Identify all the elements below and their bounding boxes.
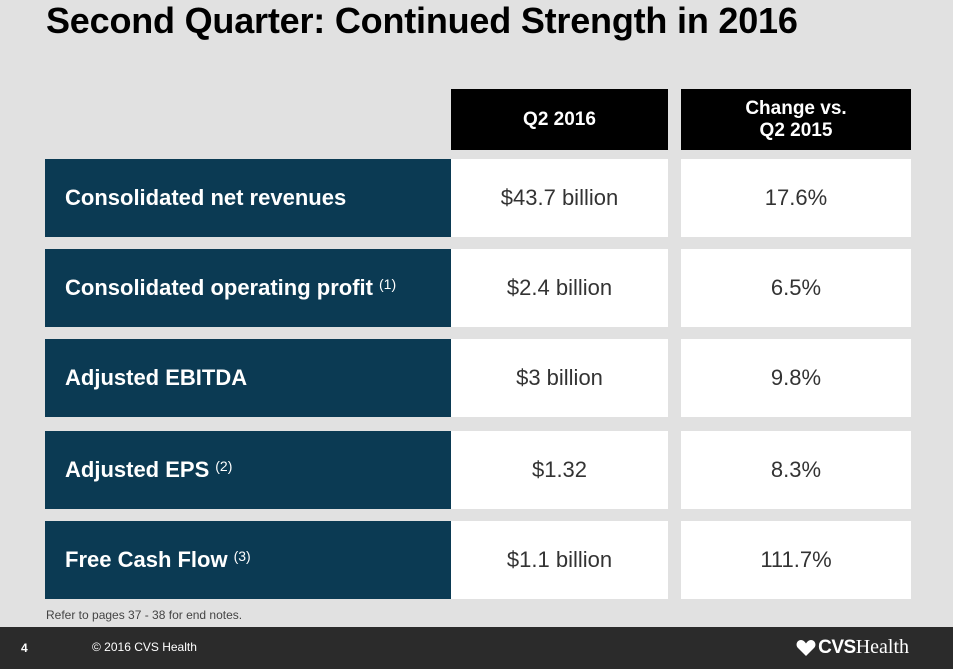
- logo-cvs-text: CVS: [818, 636, 856, 658]
- column-header-change-line2: Q2 2015: [759, 119, 833, 141]
- column-header-q2-label: Q2 2016: [523, 108, 596, 130]
- column-header-change-line1: Change vs.: [745, 97, 847, 119]
- page-number: 4: [21, 641, 28, 655]
- row-label: Adjusted EBITDA: [45, 339, 451, 417]
- row-label-text: Consolidated operating profit: [65, 275, 373, 300]
- row-label-text: Adjusted EBITDA: [65, 365, 248, 390]
- row-label: Free Cash Flow (3): [45, 521, 451, 599]
- row-label-text: Free Cash Flow: [65, 547, 228, 572]
- footnote-ref: (3): [233, 548, 251, 564]
- column-header-change: Change vs. Q2 2015: [681, 89, 911, 150]
- row-label: Adjusted EPS (2): [45, 431, 451, 509]
- row-value-q2: $1.1 billion: [451, 521, 668, 599]
- row-label-text: Consolidated net revenues: [65, 185, 347, 210]
- row-label-text: Adjusted EPS: [65, 457, 210, 482]
- slide-footer: 4 © 2016 CVS Health CVS Health: [0, 627, 953, 669]
- row-value-q2: $2.4 billion: [451, 249, 668, 327]
- footnote-ref: (1): [379, 276, 397, 292]
- row-label: Consolidated operating profit (1): [45, 249, 451, 327]
- footnote-ref: (2): [215, 458, 233, 474]
- row-value-change: 8.3%: [681, 431, 911, 509]
- end-notes-reference: Refer to pages 37 - 38 for end notes.: [46, 608, 243, 622]
- row-value-change: 17.6%: [681, 159, 911, 237]
- row-value-q2: $1.32: [451, 431, 668, 509]
- copyright-text: © 2016 CVS Health: [92, 640, 197, 654]
- row-value-change: 9.8%: [681, 339, 911, 417]
- heart-icon: [796, 639, 816, 656]
- cvs-health-logo: CVS Health: [796, 636, 909, 659]
- column-header-q2-2016: Q2 2016: [451, 89, 668, 150]
- row-value-q2: $3 billion: [451, 339, 668, 417]
- slide-title: Second Quarter: Continued Strength in 20…: [46, 0, 798, 41]
- logo-health-text: Health: [855, 636, 909, 658]
- row-label: Consolidated net revenues: [45, 159, 451, 237]
- row-value-change: 111.7%: [681, 521, 911, 599]
- row-value-change: 6.5%: [681, 249, 911, 327]
- row-value-q2: $43.7 billion: [451, 159, 668, 237]
